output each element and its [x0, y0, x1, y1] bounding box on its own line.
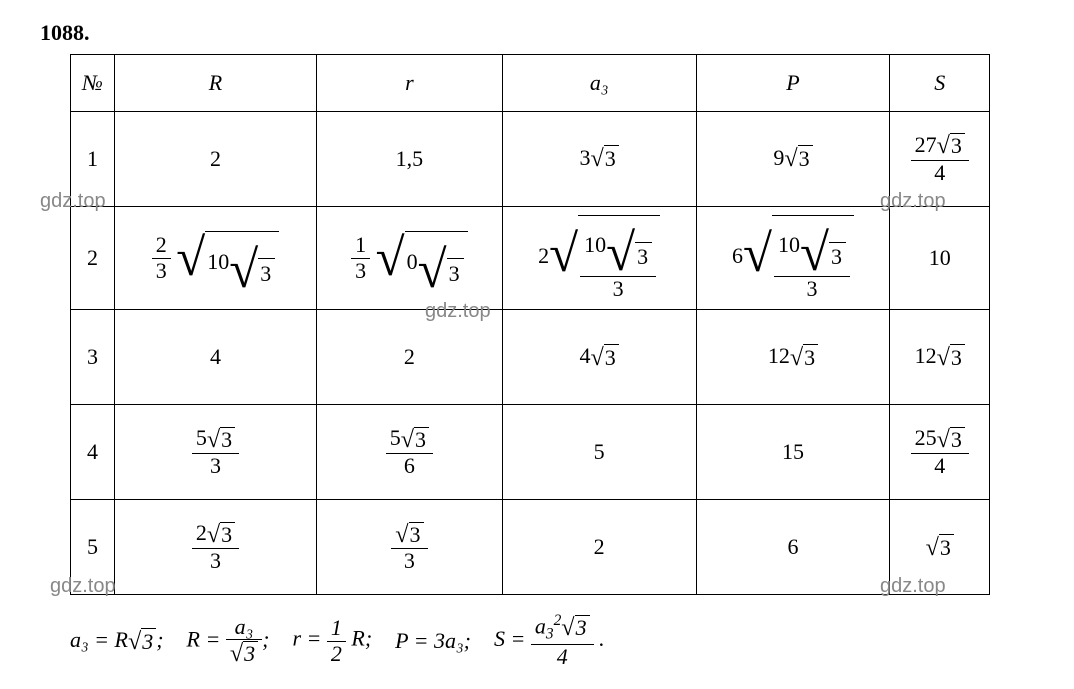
table-row: 3424√312√312√3 — [71, 310, 990, 405]
table-row: 121,53√39√327√34 — [71, 112, 990, 207]
cell: 2 — [115, 112, 317, 207]
cell: 5 — [71, 500, 115, 595]
cell: 5 — [502, 405, 696, 500]
cell: 12√3 — [890, 310, 990, 405]
cell: 13 √0√3 — [317, 207, 503, 310]
cell: 2 — [71, 207, 115, 310]
cell: 27√34 — [890, 112, 990, 207]
table-row: 223 √10√313 √0√32√10√336√10√3310 — [71, 207, 990, 310]
cell: 12√3 — [696, 310, 890, 405]
cell: 1 — [71, 112, 115, 207]
cell: 4√3 — [502, 310, 696, 405]
cell: 3√3 — [502, 112, 696, 207]
header-row: № R r a₃ P S — [71, 55, 990, 112]
cell: 4 — [71, 405, 115, 500]
cell: 10 — [890, 207, 990, 310]
geometry-table: № R r a₃ P S 121,53√39√327√34223 √10√313… — [70, 54, 990, 595]
cell: 3 — [71, 310, 115, 405]
cell: 2 — [317, 310, 503, 405]
formula-row: a₃ = R√3; R = a₃√3; r = 12 R; P = 3a₃; S… — [70, 613, 1034, 669]
col-r: r — [317, 55, 503, 112]
cell: √3 — [890, 500, 990, 595]
col-num: № — [71, 55, 115, 112]
cell: 1,5 — [317, 112, 503, 207]
cell: 4 — [115, 310, 317, 405]
cell: √33 — [317, 500, 503, 595]
cell: 5√33 — [115, 405, 317, 500]
table-row: 52√33√3326√3 — [71, 500, 990, 595]
cell: 5√36 — [317, 405, 503, 500]
col-P: P — [696, 55, 890, 112]
col-R: R — [115, 55, 317, 112]
cell: 6 — [696, 500, 890, 595]
table-row: 45√335√3651525√34 — [71, 405, 990, 500]
cell: 2 — [502, 500, 696, 595]
cell: 23 √10√3 — [115, 207, 317, 310]
cell: 2√10√33 — [502, 207, 696, 310]
cell: 25√34 — [890, 405, 990, 500]
cell: 9√3 — [696, 112, 890, 207]
col-S: S — [890, 55, 990, 112]
problem-number: 1088. — [40, 20, 1034, 46]
cell: 15 — [696, 405, 890, 500]
col-a3: a₃ — [502, 55, 696, 112]
cell: 6√10√33 — [696, 207, 890, 310]
cell: 2√33 — [115, 500, 317, 595]
